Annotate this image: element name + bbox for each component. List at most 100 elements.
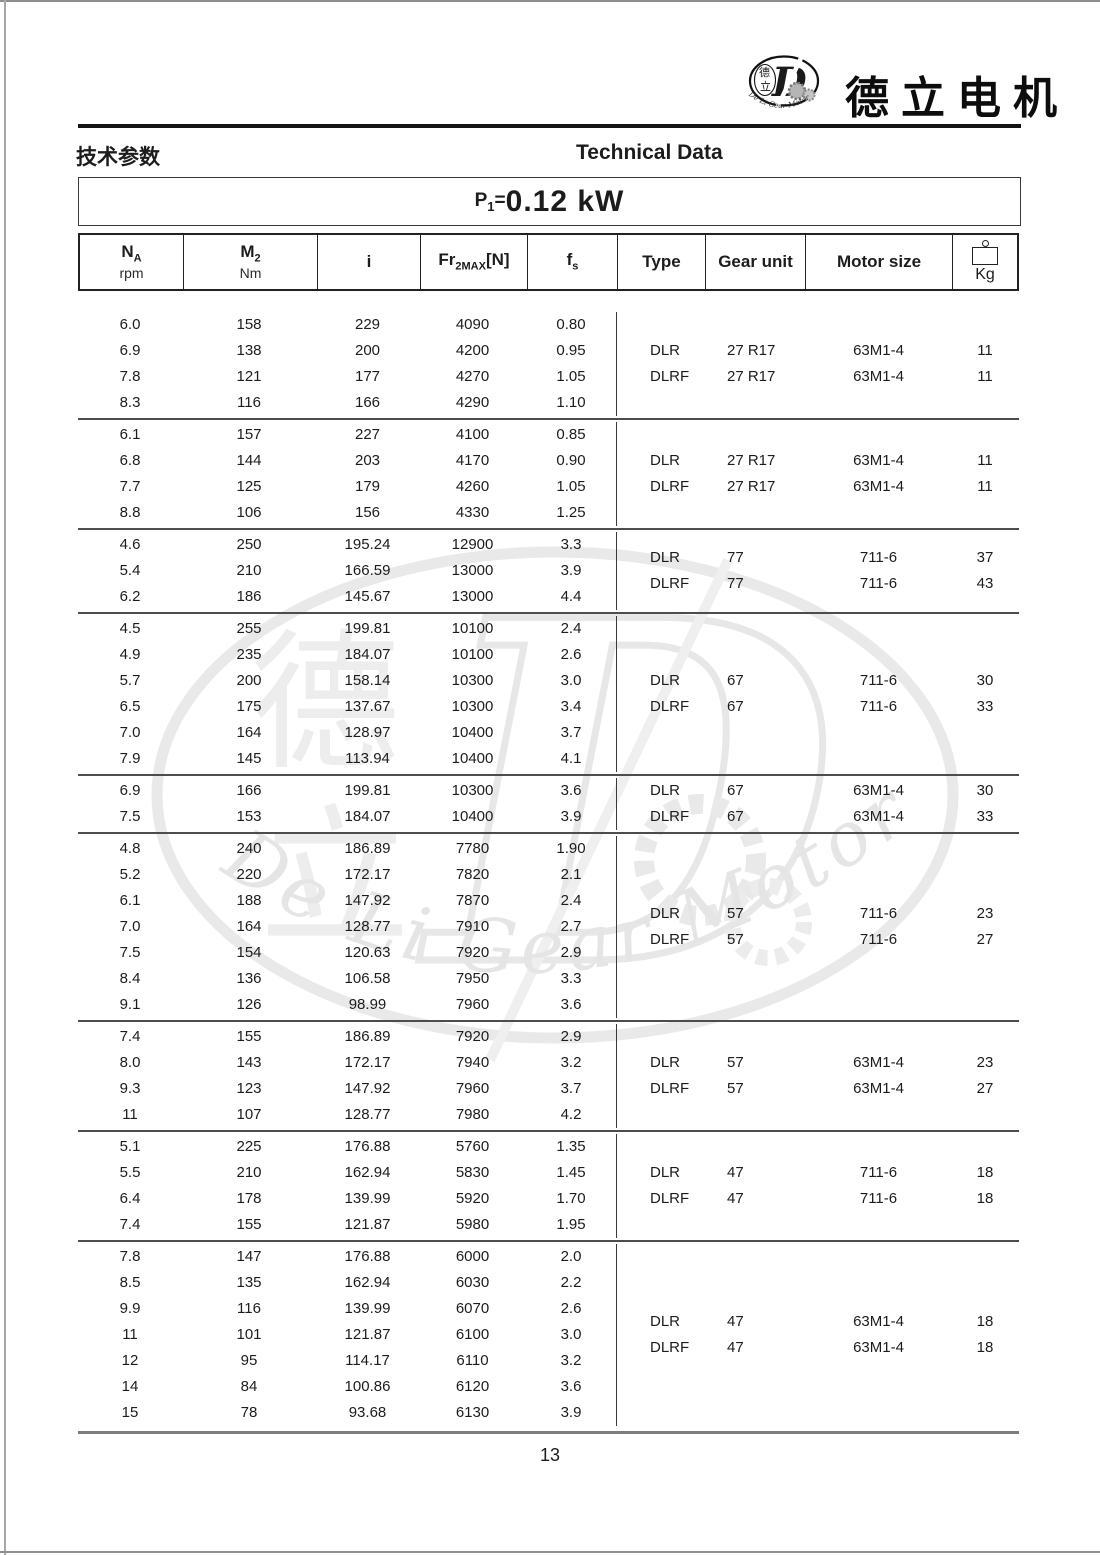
value-cell: 7950 — [455, 970, 490, 987]
motor-size-value: 63M1-4 — [853, 452, 904, 469]
value-cell: 172.17 — [344, 866, 391, 883]
col-header-weight: Kg — [953, 235, 1017, 289]
col-header-speed: NA rpm — [80, 235, 184, 289]
value-cell: 3.9 — [560, 808, 582, 825]
value-cell: 8.8 — [119, 504, 141, 521]
value-cell: 184.07 — [344, 808, 391, 825]
value-cell: 176.88 — [344, 1138, 391, 1155]
table-row: 14 84 100.86 6120 3.6 — [78, 1374, 616, 1400]
col-header-motor-size: Motor size — [806, 235, 953, 289]
value-cell: 2.6 — [560, 646, 582, 663]
gear-unit-value: 57 — [727, 905, 744, 922]
weight-value: 43 — [976, 575, 994, 592]
data-rows: 4.6 250 195.24 12900 3.3 5.4 210 166.59 13000 3.9… — [78, 532, 616, 610]
value-cell: 1.25 — [556, 504, 586, 521]
value-cell: 4200 — [455, 342, 490, 359]
col-header-ratio: i — [318, 235, 421, 289]
table-row: 5.5 210 162.94 5830 1.45 — [78, 1160, 616, 1186]
value-cell: 7.0 — [119, 724, 141, 741]
table-row: 5.1 225 176.88 5760 1.35 — [78, 1134, 616, 1160]
value-cell: 4100 — [455, 426, 490, 443]
value-cell: 4.8 — [119, 840, 141, 857]
value-cell: 98.99 — [348, 996, 387, 1013]
type-value: DLRF — [650, 478, 690, 495]
value-cell: 186.89 — [344, 1028, 391, 1045]
section-title-en: Technical Data — [576, 141, 723, 164]
value-cell: 139.99 — [344, 1190, 391, 1207]
value-cell: 2.2 — [560, 1274, 582, 1291]
table-group: 6.0 158 229 4090 0.80 6.9 138 200 4200 0.95 7.8 121… — [78, 296, 1019, 420]
value-cell: 4.5 — [119, 620, 141, 637]
value-cell: 1.95 — [556, 1216, 586, 1233]
table-row: 8.8 106 156 4330 1.25 — [78, 500, 616, 526]
table-row: 8.0 143 172.17 7940 3.2 — [78, 1050, 616, 1076]
gear-unit-value: 27 R17 — [727, 342, 776, 359]
value-cell: 6.1 — [119, 426, 141, 443]
value-cell: 162.94 — [344, 1274, 391, 1291]
value-cell: 6.8 — [119, 452, 141, 469]
value-cell: 7.5 — [119, 808, 141, 825]
type-value: DLR — [650, 342, 681, 359]
gear-unit-value: 47 — [727, 1313, 744, 1330]
value-cell: 5920 — [455, 1190, 490, 1207]
value-cell: 12900 — [451, 536, 494, 553]
value-cell: 166.59 — [344, 562, 391, 579]
logo-cn-top-char: 德 — [759, 65, 770, 79]
table-row: 4.8 240 186.89 7780 1.90 — [78, 836, 616, 862]
group-info: DLR 67 63M1-4 30 DLRF 67 63M1-4 33 — [616, 778, 1019, 830]
type-value: DLRF — [650, 368, 690, 385]
col-header-radial-load: Fr2MAX[N] — [421, 235, 528, 289]
value-cell: 6000 — [455, 1248, 490, 1265]
value-cell: 6130 — [455, 1404, 490, 1421]
motor-size-value: 711-6 — [859, 905, 898, 922]
page-edge-bottom — [0, 1551, 1100, 1553]
table-group: 7.4 155 186.89 7920 2.9 8.0 143 172.17 7940 3.2 9.… — [78, 1022, 1019, 1132]
type-value: DLR — [650, 782, 681, 799]
value-cell: 126 — [236, 996, 262, 1013]
value-cell: 5830 — [455, 1164, 490, 1181]
value-cell: 135 — [236, 1274, 262, 1291]
page-edge-top — [0, 0, 1100, 2]
value-cell: 8.0 — [119, 1054, 141, 1071]
value-cell: 4.1 — [560, 750, 582, 767]
value-cell: 11 — [122, 1326, 138, 1343]
value-cell: 128.77 — [344, 918, 391, 935]
value-cell: 107 — [236, 1106, 262, 1123]
motor-size-value: 63M1-4 — [853, 1313, 904, 1330]
gear-unit-value: 47 — [727, 1339, 744, 1356]
value-cell: 175 — [236, 698, 262, 715]
gear-unit-value: 47 — [727, 1190, 744, 1207]
value-cell: 166 — [236, 782, 262, 799]
gear-unit-value: 57 — [727, 1054, 744, 1071]
gear-unit-value: 77 — [727, 575, 744, 592]
value-cell: 5.7 — [119, 672, 141, 689]
value-cell: 10300 — [451, 698, 494, 715]
motor-size-value: 63M1-4 — [853, 342, 904, 359]
motor-size-value: 63M1-4 — [853, 808, 904, 825]
page-edge-left — [4, 0, 6, 1555]
value-cell: 225 — [236, 1138, 262, 1155]
value-cell: 120.63 — [344, 944, 391, 961]
value-cell: 143 — [236, 1054, 262, 1071]
table-row: 5.4 210 166.59 13000 3.9 — [78, 558, 616, 584]
value-cell: 6100 — [455, 1326, 490, 1343]
weight-value: 30 — [976, 672, 994, 689]
table-row: 6.2 186 145.67 13000 4.4 — [78, 584, 616, 610]
value-cell: 6.9 — [119, 342, 141, 359]
type-value: DLR — [650, 1054, 681, 1071]
table-row: 6.9 166 199.81 10300 3.6 — [78, 778, 616, 804]
gear-unit-value: 77 — [727, 549, 744, 566]
value-cell: 7920 — [455, 944, 490, 961]
weight-value: 18 — [976, 1313, 994, 1330]
value-cell: 3.7 — [560, 724, 582, 741]
gear-unit-value: 57 — [727, 931, 744, 948]
value-cell: 178 — [236, 1190, 262, 1207]
value-cell: 186.89 — [344, 840, 391, 857]
value-cell: 100.86 — [344, 1378, 391, 1395]
value-cell: 3.4 — [560, 698, 582, 715]
value-cell: 2.4 — [560, 892, 582, 909]
value-cell: 3.6 — [560, 1378, 582, 1395]
value-cell: 14 — [121, 1378, 139, 1395]
value-cell: 128.97 — [344, 724, 391, 741]
